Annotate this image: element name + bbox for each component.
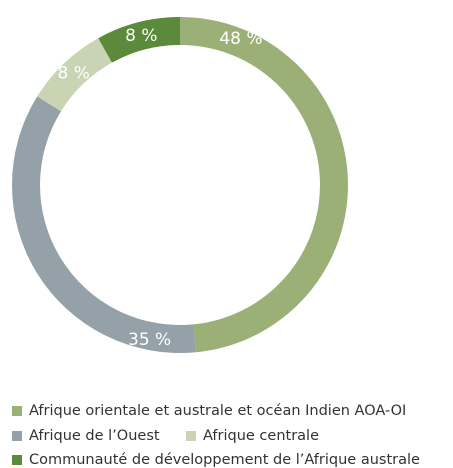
legend-swatch (12, 406, 22, 416)
legend-label: Afrique centrale (203, 428, 319, 444)
legend-swatch (12, 431, 22, 441)
data-label: 35 % (128, 330, 171, 350)
donut-slice (180, 17, 349, 353)
legend-label: Communauté de développement de l’Afrique… (29, 452, 420, 468)
donut-slice (37, 38, 112, 112)
donut-slice (11, 96, 196, 354)
legend-swatch (12, 455, 22, 465)
data-label: 48 % (219, 29, 262, 49)
legend-label: Afrique orientale et australe et océan I… (29, 403, 406, 419)
data-label: 8 % (58, 64, 90, 84)
legend-label: Afrique de l’Ouest (29, 428, 160, 444)
donut-slice (98, 17, 180, 63)
data-label: 8 % (125, 26, 157, 46)
legend-swatch (186, 431, 196, 441)
